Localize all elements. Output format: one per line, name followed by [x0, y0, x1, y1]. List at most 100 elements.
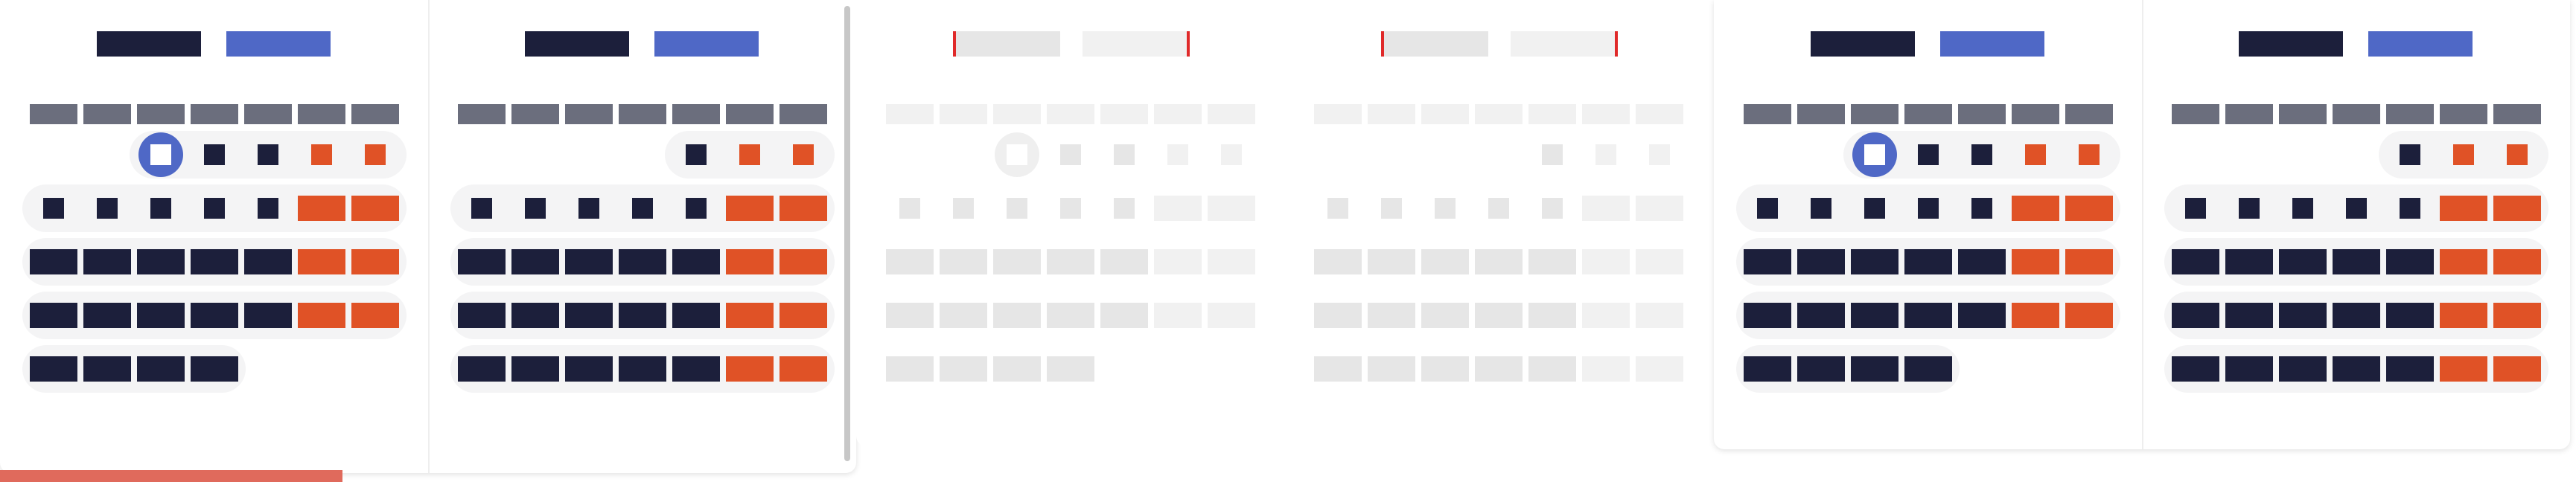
day-cell[interactable] — [1918, 144, 1939, 165]
month-label[interactable] — [1811, 31, 1915, 57]
day-cell[interactable] — [137, 303, 185, 328]
year-label[interactable] — [226, 31, 331, 57]
day-cell[interactable] — [351, 303, 399, 328]
day-cell[interactable] — [1154, 303, 1202, 328]
day-cell[interactable] — [886, 303, 934, 328]
day-cell[interactable] — [97, 198, 118, 219]
day-cell[interactable] — [1421, 356, 1469, 382]
day-cell[interactable] — [672, 249, 720, 274]
year-label[interactable] — [1511, 31, 1618, 57]
prev-month-button[interactable] — [1744, 30, 1773, 60]
day-cell[interactable] — [1528, 303, 1576, 328]
day-cell[interactable] — [458, 356, 506, 382]
day-cell[interactable] — [1582, 303, 1630, 328]
day-cell[interactable] — [1421, 303, 1469, 328]
day-cell[interactable] — [1114, 198, 1135, 219]
day-cell[interactable] — [244, 303, 292, 328]
day-cell[interactable] — [204, 198, 225, 219]
day-cell[interactable] — [2292, 198, 2313, 219]
day-cell[interactable] — [83, 356, 131, 382]
day-cell[interactable] — [686, 198, 707, 219]
day-cell[interactable] — [1368, 356, 1415, 382]
day-cell[interactable] — [726, 249, 774, 274]
day-cell[interactable] — [458, 249, 506, 274]
day-cell[interactable] — [1314, 249, 1362, 274]
day-cell[interactable] — [2172, 249, 2219, 274]
day-cell[interactable] — [2453, 144, 2474, 165]
day-cell[interactable] — [1582, 196, 1630, 221]
day-cell[interactable] — [43, 198, 64, 219]
day-cell[interactable] — [1851, 249, 1898, 274]
day-cell[interactable] — [2225, 249, 2273, 274]
day-cell[interactable] — [1744, 356, 1791, 382]
day-cell[interactable] — [2333, 249, 2380, 274]
day-cell[interactable] — [619, 303, 666, 328]
day-cell[interactable] — [458, 303, 506, 328]
day-cell[interactable] — [1475, 356, 1523, 382]
day-cell[interactable] — [1154, 196, 1202, 221]
next-month-button[interactable] — [793, 30, 823, 60]
day-cell[interactable] — [2440, 196, 2487, 221]
day-cell[interactable] — [1904, 249, 1952, 274]
day-cell[interactable] — [30, 303, 77, 328]
day-cell[interactable] — [2440, 249, 2487, 274]
day-cell[interactable] — [2185, 198, 2206, 219]
day-cell[interactable] — [1528, 356, 1576, 382]
day-cell[interactable] — [726, 196, 774, 221]
day-cell[interactable] — [1421, 249, 1469, 274]
scrollbar-thumb[interactable] — [844, 6, 850, 461]
day-cell[interactable] — [30, 356, 77, 382]
year-label[interactable] — [654, 31, 759, 57]
day-cell[interactable] — [1221, 144, 1242, 165]
day-cell[interactable] — [258, 198, 278, 219]
prev-month-button[interactable] — [886, 30, 916, 60]
day-cell[interactable] — [1958, 249, 2006, 274]
day-cell[interactable] — [1851, 356, 1898, 382]
day-cell[interactable] — [940, 249, 987, 274]
month-label[interactable] — [1381, 31, 1488, 57]
day-cell[interactable] — [2279, 356, 2327, 382]
day-cell[interactable] — [1797, 249, 1845, 274]
prev-month-button[interactable] — [30, 30, 60, 60]
day-cell[interactable] — [565, 356, 613, 382]
day-cell[interactable] — [1114, 144, 1135, 165]
day-cell[interactable] — [2025, 144, 2046, 165]
day-cell[interactable] — [940, 303, 987, 328]
day-cell[interactable] — [1851, 303, 1898, 328]
day-cell[interactable] — [899, 198, 920, 219]
day-cell[interactable] — [2279, 303, 2327, 328]
month-label[interactable] — [97, 31, 201, 57]
month-label[interactable] — [2239, 31, 2343, 57]
day-cell[interactable] — [298, 303, 345, 328]
day-cell[interactable] — [525, 198, 546, 219]
day-cell[interactable] — [511, 249, 559, 274]
day-cell[interactable] — [1475, 249, 1523, 274]
day-cell[interactable] — [1154, 249, 1202, 274]
day-cell[interactable] — [1595, 144, 1616, 165]
day-cell[interactable] — [565, 303, 613, 328]
day-cell[interactable] — [2225, 356, 2273, 382]
day-cell[interactable] — [886, 249, 934, 274]
day-cell[interactable] — [1528, 249, 1576, 274]
day-cell[interactable] — [619, 249, 666, 274]
day-cell[interactable] — [137, 249, 185, 274]
day-cell[interactable] — [780, 249, 827, 274]
day-cell[interactable] — [793, 144, 814, 165]
day-cell[interactable] — [2440, 303, 2487, 328]
day-cell[interactable] — [672, 303, 720, 328]
day-cell[interactable] — [1797, 356, 1845, 382]
day-cell[interactable] — [1958, 303, 2006, 328]
selected-day[interactable] — [1852, 132, 1897, 177]
day-cell[interactable] — [1368, 303, 1415, 328]
day-cell[interactable] — [1757, 198, 1778, 219]
next-month-button[interactable] — [2507, 30, 2537, 60]
day-cell[interactable] — [1811, 198, 1831, 219]
selected-day[interactable] — [995, 132, 1039, 177]
day-cell[interactable] — [471, 198, 492, 219]
day-cell[interactable] — [2239, 198, 2260, 219]
day-cell[interactable] — [1368, 249, 1415, 274]
day-cell[interactable] — [2493, 356, 2541, 382]
day-cell[interactable] — [1208, 303, 1255, 328]
day-cell[interactable] — [137, 356, 185, 382]
day-cell[interactable] — [2065, 196, 2113, 221]
